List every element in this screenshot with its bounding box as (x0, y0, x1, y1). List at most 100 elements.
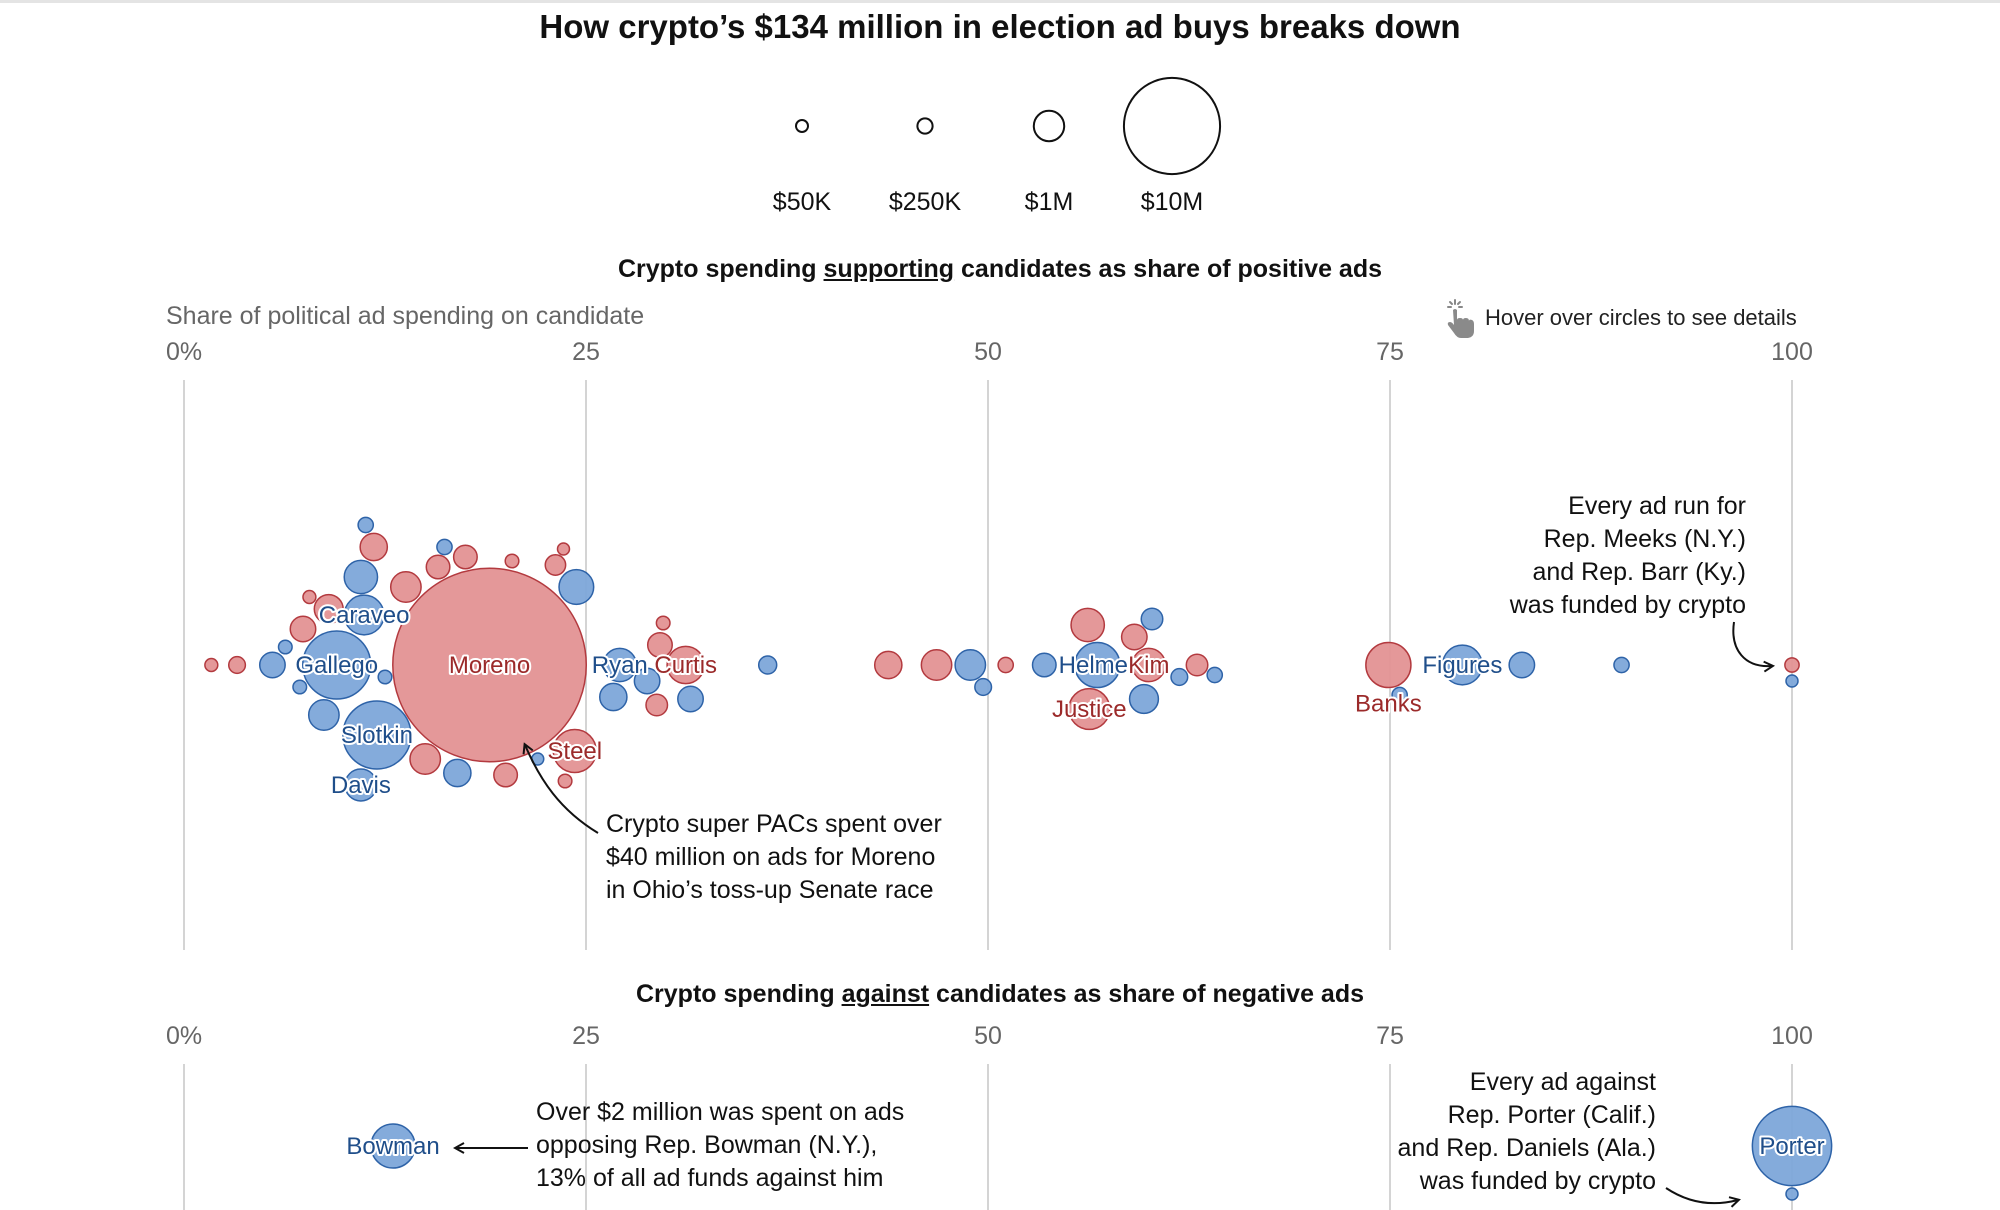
size-legend-circle-2 (1032, 109, 1066, 143)
support-bubble-4[interactable] (493, 762, 519, 788)
support-bubble-0[interactable] (343, 559, 379, 595)
annotation-moreno-line-1: Crypto super PACs spent over (606, 810, 942, 838)
support-bubble-53[interactable] (1185, 653, 1209, 677)
support-bubble-13[interactable] (292, 679, 308, 695)
support-bubble-43[interactable] (974, 677, 993, 697)
support-bubble-30[interactable] (645, 693, 669, 717)
size-legend (795, 76, 1222, 176)
support-bubble-24[interactable] (443, 758, 472, 788)
support-bubble-kim[interactable] (1131, 647, 1167, 683)
support-bubble-42[interactable] (920, 649, 953, 681)
support-bubble-19[interactable] (436, 538, 453, 556)
support-bubble-46[interactable] (1031, 652, 1057, 678)
support-bubble-27[interactable] (598, 682, 628, 712)
chart-against-title-post: candidates as share of negative ads (929, 980, 1364, 1008)
against-bubble-2[interactable] (1785, 1187, 1799, 1201)
support-bubble-55[interactable] (1070, 607, 1106, 643)
support-bubble-60[interactable] (1508, 651, 1536, 679)
support-bubble-20[interactable] (425, 554, 451, 580)
support-bubble-54[interactable] (1120, 623, 1148, 651)
x2-tick-0: 0% (166, 1022, 203, 1050)
support-bubble-2[interactable] (409, 743, 442, 775)
support-bubble-justice[interactable] (1068, 687, 1111, 731)
annotation-porter-daniels: Every ad against Rep. Porter (Calif.) an… (1356, 1066, 1656, 1198)
support-bubble-14[interactable] (313, 593, 344, 625)
support-bubble-label-caraveo: Caraveo (319, 602, 410, 629)
support-bubble-40[interactable] (757, 655, 778, 675)
support-bubble-gallego[interactable] (302, 630, 372, 700)
arrow-meeks (1732, 621, 1772, 666)
support-bubble-48[interactable] (1140, 607, 1164, 631)
support-bubble-57[interactable] (1391, 686, 1408, 704)
support-bubble-34[interactable] (558, 568, 595, 606)
support-bubble-37[interactable] (544, 554, 567, 576)
support-bubble-36[interactable] (677, 685, 704, 713)
size-legend-label-1m: $1M (1024, 188, 1074, 216)
support-bubble-slotkin[interactable] (342, 700, 412, 770)
support-bubble-50[interactable] (1206, 666, 1224, 684)
support-bubble-11[interactable] (204, 657, 219, 673)
support-bubble-davis[interactable] (344, 768, 378, 802)
support-bubble-22[interactable] (357, 516, 375, 534)
support-bubble-35[interactable] (633, 667, 661, 695)
support-bubble-label-gallego: Gallego (295, 652, 378, 679)
support-bubble-figures[interactable] (1441, 644, 1483, 686)
annotation-porter-line-4: was funded by crypto (1419, 1167, 1656, 1195)
support-bubble-28[interactable] (646, 631, 673, 659)
support-bubble-16[interactable] (289, 615, 317, 643)
support-bubble-label-davis: Davis (331, 772, 391, 799)
support-bubble-helmer[interactable] (1074, 641, 1121, 689)
against-bubble-porter[interactable] (1751, 1105, 1833, 1187)
support-bubble-ryan[interactable] (602, 647, 638, 683)
support-bubble-18[interactable] (277, 639, 293, 655)
annotation-meeks-line-4: was funded by crypto (1509, 591, 1746, 619)
x2-tick-100: 100 (1771, 1022, 1813, 1050)
chart-against-title-pre: Crypto spending (636, 980, 842, 1008)
support-bubble-12[interactable] (302, 589, 317, 605)
support-bubble-caraveo[interactable] (343, 594, 385, 636)
annotation-porter-line-2: Rep. Porter (Calif.) (1447, 1101, 1656, 1129)
support-bubble-45[interactable] (954, 649, 987, 681)
support-bubble-33[interactable] (655, 615, 671, 631)
support-bubble-label-moreno: Moreno (449, 652, 530, 679)
support-bubble-label-figures: Figures (1422, 652, 1502, 679)
support-bubble-label-curtis: Curtis (654, 652, 717, 679)
support-bubble-61[interactable] (1613, 656, 1630, 674)
support-bubble-moreno[interactable] (392, 567, 588, 763)
against-bubble-label-bowman: Bowman (346, 1133, 439, 1160)
support-bubble-26[interactable] (556, 542, 571, 556)
support-bubble-9[interactable] (258, 651, 286, 679)
arrow-porter (1665, 1187, 1738, 1203)
support-bubble-15[interactable] (359, 532, 389, 562)
support-bubble-56[interactable] (1128, 683, 1160, 715)
pointer-hand-icon (1447, 299, 1474, 338)
arrow-moreno (525, 745, 599, 834)
x-tick-0: 0% (166, 338, 203, 366)
support-bubble-label-ryan: Ryan (592, 652, 648, 679)
support-bubble-banks[interactable] (1365, 641, 1412, 689)
support-bubble-44[interactable] (997, 656, 1015, 674)
support-bubble-steel[interactable] (552, 728, 597, 774)
support-bubble-3[interactable] (452, 544, 478, 570)
x-tick-100: 100 (1771, 338, 1813, 366)
x-tick-75: 75 (1376, 338, 1404, 366)
chart-against-title-em: against (841, 980, 930, 1008)
hover-hint: Hover over circles to see details (1445, 298, 1797, 338)
support-bubble-38[interactable] (504, 553, 520, 569)
against-bubble-bowman[interactable] (370, 1123, 416, 1169)
support-bubble-39[interactable] (557, 773, 573, 789)
support-bubble-63[interactable] (1785, 674, 1799, 688)
support-bubble-label-helmer: Helmer (1059, 652, 1136, 679)
support-bubble-curtis[interactable] (666, 645, 706, 685)
support-bubble-62[interactable] (1784, 657, 1800, 673)
support-bubble-41[interactable] (873, 650, 903, 680)
support-bubble-label-justice: Justice (1052, 696, 1127, 723)
annotation-meeks-barr: Every ad run for Rep. Meeks (N.Y.) and R… (1446, 490, 1746, 622)
support-bubble-23[interactable] (389, 571, 422, 603)
support-bubble-6[interactable] (377, 669, 393, 685)
support-bubble-10[interactable] (227, 655, 247, 675)
support-bubble-21[interactable] (307, 699, 340, 731)
support-bubble-49[interactable] (1170, 667, 1189, 687)
annotation-bowman: Over $2 million was spent on ads opposin… (536, 1096, 904, 1195)
